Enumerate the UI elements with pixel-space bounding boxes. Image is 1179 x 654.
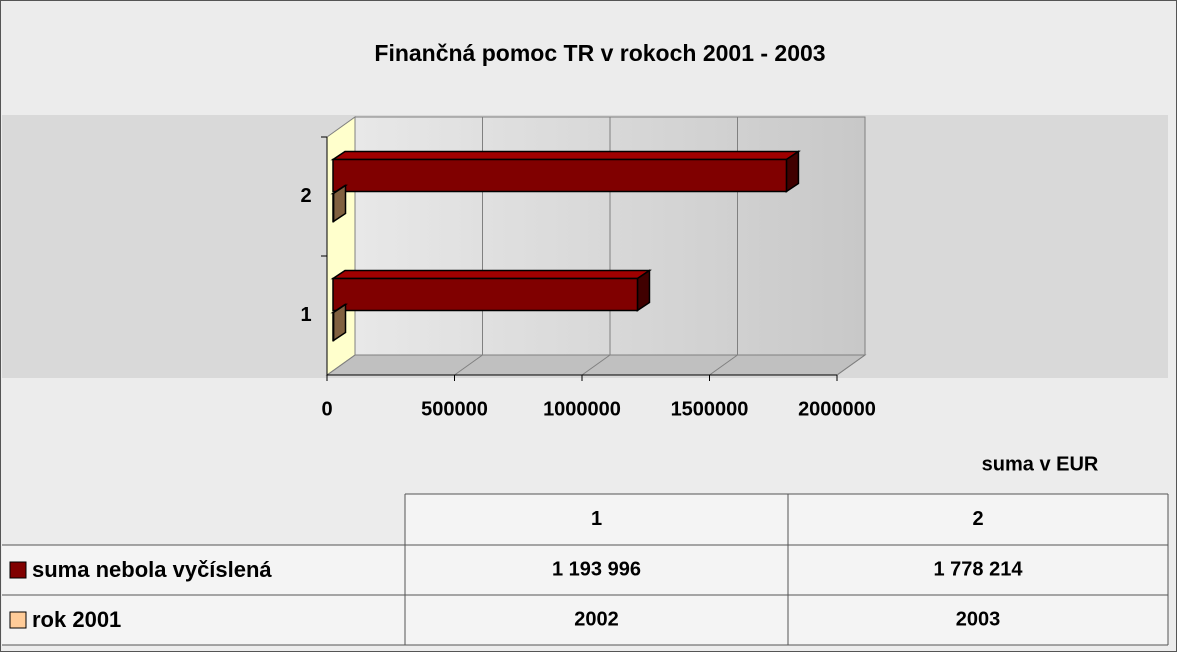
table-cell: 1 193 996 <box>552 558 641 580</box>
axis-label: suma v EUR <box>982 453 1099 475</box>
chart-title: Finančná pomoc TR v rokoch 2001 - 2003 <box>374 40 825 66</box>
bar-front <box>332 311 335 342</box>
bar-front <box>332 277 639 312</box>
bar-top <box>330 150 801 161</box>
bar-side <box>636 269 651 312</box>
x-tick-label: 1000000 <box>543 398 621 420</box>
x-tick <box>581 354 611 376</box>
x-tick <box>709 354 738 376</box>
x-tick <box>326 354 356 376</box>
legend-label: suma nebola vyčíslená <box>32 557 272 582</box>
legend-key <box>9 611 27 629</box>
x-tick-label: 500000 <box>421 398 488 420</box>
y-tick-label: 2 <box>300 185 311 207</box>
x-tick <box>454 354 483 376</box>
table-cell: 2002 <box>574 608 619 630</box>
bar <box>330 269 652 312</box>
data-table <box>405 494 1168 645</box>
table-header: 2 <box>972 508 983 530</box>
table-cell: 1 778 214 <box>934 558 1024 580</box>
x-tick-label: 2000000 <box>798 398 876 420</box>
x-tick-label: 0 <box>321 398 332 420</box>
bar-side <box>785 150 800 193</box>
x-tick <box>836 354 866 376</box>
table-cell: 2003 <box>956 608 1001 630</box>
y-tick-label: 1 <box>300 304 311 326</box>
x-tick-label: 1500000 <box>671 398 749 420</box>
bar <box>330 303 348 342</box>
bar <box>330 184 348 223</box>
bar-top <box>330 269 652 280</box>
bar-front <box>332 192 335 223</box>
legend-label: rok 2001 <box>32 607 121 632</box>
legend-key <box>9 561 27 579</box>
bar-front <box>332 158 788 193</box>
table-header: 1 <box>591 508 602 530</box>
bar <box>330 150 801 193</box>
